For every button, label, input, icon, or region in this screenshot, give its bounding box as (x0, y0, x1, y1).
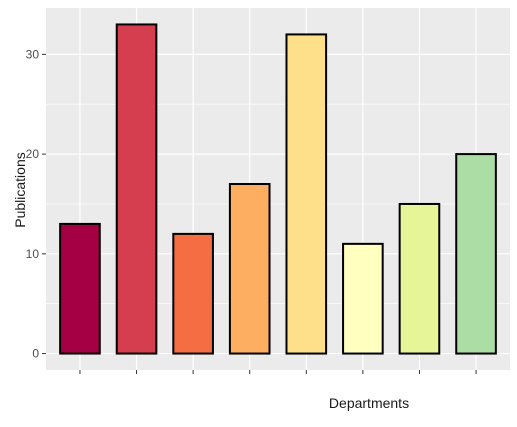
y-tick-label: 0 (32, 347, 39, 361)
bar (59, 222, 101, 355)
bar (398, 202, 441, 355)
y-axis-title: Publications (12, 152, 28, 228)
x-axis-title: Departments (329, 395, 409, 411)
x-axis (79, 370, 477, 374)
y-tick-label: 30 (26, 47, 40, 61)
y-tick-label: 10 (26, 247, 40, 261)
bar (342, 242, 384, 355)
bar (115, 23, 158, 355)
bars (59, 23, 497, 355)
bar (228, 183, 271, 355)
bar (285, 33, 328, 355)
bar (455, 153, 497, 355)
y-tick-label: 20 (26, 147, 40, 161)
plot-panel (46, 8, 510, 370)
bar (172, 232, 214, 355)
y-axis: 0 10 20 30 (26, 47, 46, 361)
